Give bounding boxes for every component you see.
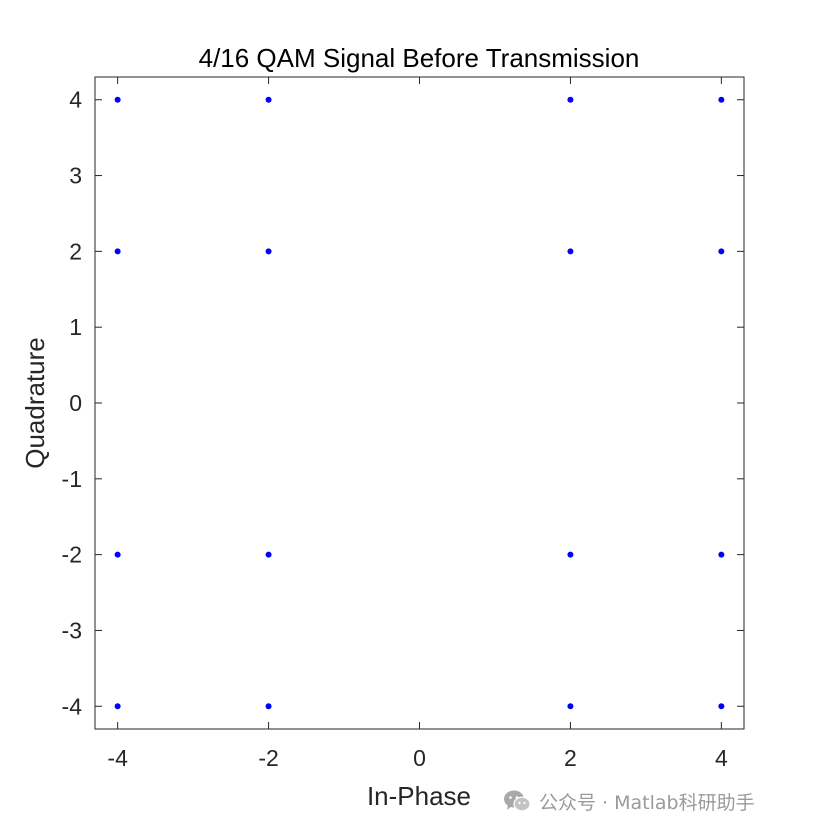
x-tick-label: 2: [564, 745, 577, 771]
wechat-icon: [503, 789, 531, 813]
data-point: [265, 703, 272, 710]
data-point: [718, 703, 725, 710]
watermark: 公众号 · Matlab科研助手: [503, 786, 755, 816]
data-point: [718, 96, 725, 103]
x-axis-label: In-Phase: [367, 781, 471, 811]
plot-area: [94, 76, 745, 730]
x-axis: -4 -2 0 2 4: [107, 77, 728, 771]
y-tick-label: 0: [69, 390, 82, 416]
data-point: [718, 248, 725, 255]
data-point: [265, 248, 272, 255]
data-point: [567, 551, 574, 558]
data-point: [567, 248, 574, 255]
x-tick-label: -2: [258, 745, 278, 771]
y-tick-label: 2: [69, 238, 82, 264]
data-point: [114, 703, 121, 710]
y-tick-label: 4: [69, 87, 82, 113]
x-tick-label: 0: [413, 745, 426, 771]
chart-title: 4/16 QAM Signal Before Transmission: [199, 43, 640, 73]
y-tick-label: -4: [62, 693, 83, 719]
data-point: [114, 551, 121, 558]
data-points: [114, 96, 725, 710]
x-tick-label: 4: [715, 745, 728, 771]
data-point: [718, 551, 725, 558]
data-point: [114, 248, 121, 255]
data-point: [265, 551, 272, 558]
watermark-text: 公众号 · Matlab科研助手: [539, 791, 755, 814]
data-point: [114, 96, 121, 103]
data-point: [265, 96, 272, 103]
x-tick-label: -4: [107, 745, 128, 771]
y-tick-label: 1: [69, 314, 82, 340]
y-tick-label: -2: [62, 542, 82, 568]
y-axis: -4 -3 -2 -1 0 1 2 3 4: [62, 87, 744, 719]
y-tick-label: 3: [69, 163, 82, 189]
y-tick-label: -3: [62, 617, 82, 643]
y-tick-label: -1: [62, 466, 82, 492]
data-point: [567, 96, 574, 103]
y-axis-label: Quadrature: [20, 337, 50, 469]
data-point: [567, 703, 574, 710]
